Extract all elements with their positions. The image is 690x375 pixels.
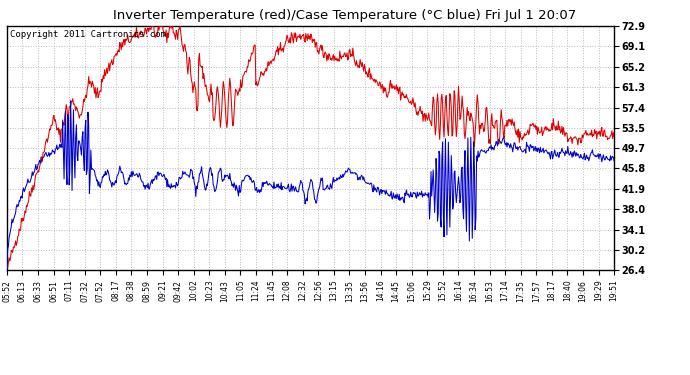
Text: Inverter Temperature (red)/Case Temperature (°C blue) Fri Jul 1 20:07: Inverter Temperature (red)/Case Temperat… bbox=[113, 9, 577, 22]
Text: Copyright 2011 Cartronics.com: Copyright 2011 Cartronics.com bbox=[10, 30, 166, 39]
